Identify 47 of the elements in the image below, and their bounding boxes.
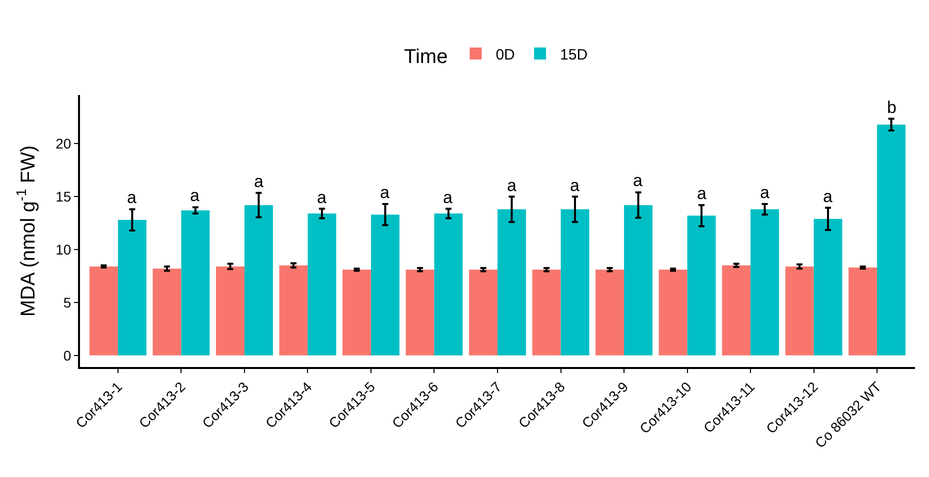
bar <box>434 214 463 356</box>
bar <box>181 210 210 356</box>
bar <box>152 268 182 356</box>
legend-title: Time <box>404 46 448 68</box>
bar <box>498 209 526 356</box>
annotation: a <box>443 188 453 207</box>
y-tick-label: 15 <box>56 188 72 204</box>
y-tick-label: 10 <box>56 241 72 258</box>
legend-label: 15D <box>560 46 588 64</box>
bar <box>814 218 842 356</box>
bar <box>370 214 400 356</box>
annotation: a <box>317 188 327 207</box>
y-tick-label: 0 <box>63 347 72 364</box>
annotation: a <box>823 187 833 206</box>
bar <box>596 270 624 356</box>
bar <box>658 270 688 356</box>
annotation: a <box>570 176 580 195</box>
annotation: a <box>697 184 707 203</box>
annotation: a <box>190 186 200 205</box>
bar <box>279 265 308 356</box>
bar <box>560 209 590 356</box>
y-tick-label: 20 <box>56 136 72 152</box>
bar <box>118 220 146 356</box>
bar <box>406 270 434 356</box>
bar <box>722 265 751 356</box>
bar <box>469 270 498 356</box>
bar <box>687 216 716 356</box>
bar <box>89 266 118 356</box>
y-tick-label: 5 <box>63 294 72 310</box>
annotation: a <box>507 176 517 195</box>
bar <box>624 205 652 356</box>
bar <box>342 270 371 356</box>
bar <box>532 270 561 356</box>
legend-label: 0D <box>496 46 516 64</box>
annotation: b <box>887 98 896 117</box>
annotation: a <box>254 172 264 191</box>
annotation: a <box>380 183 390 202</box>
bar <box>308 214 336 356</box>
bar <box>785 266 814 356</box>
bar <box>848 268 878 356</box>
annotation: a <box>127 188 137 207</box>
annotation: a <box>633 171 643 190</box>
annotation: a <box>760 183 770 202</box>
bar <box>877 124 906 356</box>
bar <box>750 209 779 356</box>
bar <box>244 205 273 356</box>
bar <box>216 266 244 356</box>
